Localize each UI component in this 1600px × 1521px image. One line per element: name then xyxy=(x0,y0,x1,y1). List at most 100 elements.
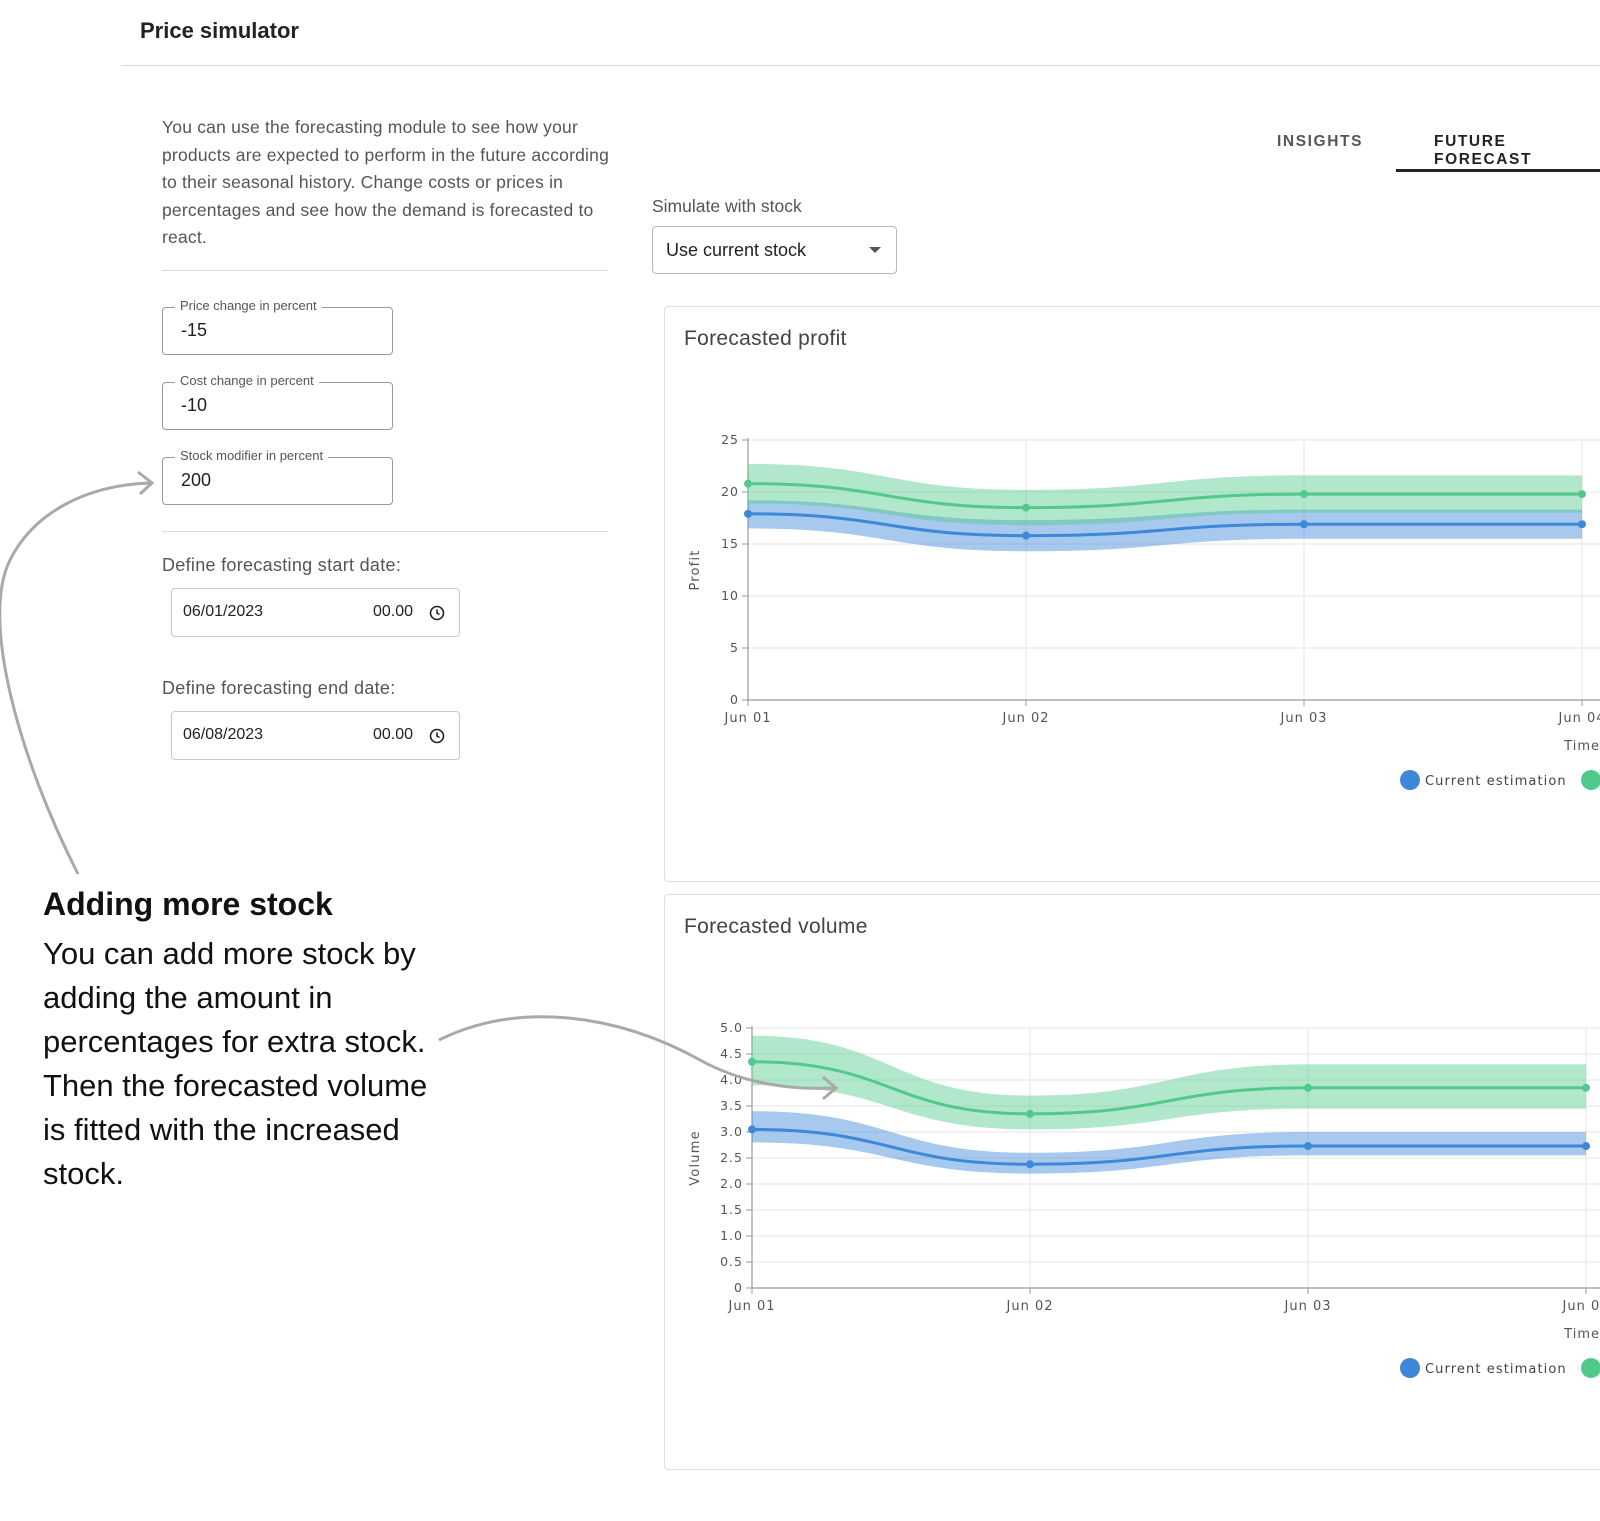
active-tab-indicator xyxy=(1396,169,1600,172)
tab-insights[interactable]: INSIGHTS xyxy=(1277,133,1364,150)
arrowhead xyxy=(137,470,155,496)
y-tick-label: 4.5 xyxy=(720,1046,743,1061)
y-axis-label: Volume xyxy=(688,1130,703,1186)
y-tick-label: 20 xyxy=(721,484,739,499)
series-line xyxy=(751,1060,1586,1116)
end-date-value[interactable]: 06/08/2023 xyxy=(183,726,264,743)
data-point xyxy=(1022,531,1030,540)
cost-change-label: Cost change in percent xyxy=(175,373,319,388)
profit-chart-card: Forecasted profit 0 5 10 15 20 25 Jun 01 Jun 02… xyxy=(664,306,1600,882)
y-tick-label: 3.0 xyxy=(720,1124,743,1139)
legend-label: Current estimation xyxy=(1425,774,1567,789)
chevron-down-icon[interactable] xyxy=(869,247,881,253)
stock-modifier-value[interactable]: 200 xyxy=(181,470,212,490)
y-tick-label: 5 xyxy=(730,640,739,655)
data-point xyxy=(1582,1142,1590,1151)
data-point xyxy=(1304,1083,1312,1092)
price-change-label: Price change in percent xyxy=(175,298,322,313)
y-tick-label: 10 xyxy=(721,588,739,603)
x-tick-label: Jun 04 xyxy=(1562,1299,1600,1314)
volume-chart-card: Forecasted volume 0 0.5 1.0 1.5 2.0 2.5 3.0 3.5… xyxy=(664,894,1600,1470)
data-point xyxy=(1304,1142,1312,1151)
data-point xyxy=(1026,1109,1034,1118)
tab-future-forecast[interactable]: FUTURE FORECAST xyxy=(1434,133,1533,168)
section-divider xyxy=(162,270,608,271)
legend-marker-green xyxy=(1581,770,1600,790)
stock-modifier-label: Stock modifier in percent xyxy=(175,448,329,463)
y-tick-label: 2.5 xyxy=(720,1150,743,1165)
cost-change-value[interactable]: -10 xyxy=(181,395,208,415)
y-tick-label: 4.0 xyxy=(720,1072,743,1087)
start-date-input[interactable]: 06/01/2023 00.00 xyxy=(171,588,460,637)
data-point xyxy=(744,509,752,518)
data-point xyxy=(1300,490,1308,499)
section-divider xyxy=(162,531,608,532)
volume-chart: 0 0.5 1.0 1.5 2.0 2.5 3.0 3.5 4.0 4.5 5.0 Jun 01 Jun… xyxy=(688,1020,1600,1378)
price-change-value[interactable]: -15 xyxy=(181,320,208,340)
data-point xyxy=(1582,1083,1590,1092)
x-tick-label: Jun 02 xyxy=(1002,711,1050,726)
y-tick-label: 25 xyxy=(721,432,739,447)
data-point xyxy=(748,1125,756,1134)
legend-label: Current estimation xyxy=(1425,1362,1567,1377)
y-tick-label: 3.5 xyxy=(720,1098,743,1113)
data-point xyxy=(1022,503,1030,512)
end-time-value[interactable]: 00.00 xyxy=(373,726,414,743)
clock-icon[interactable] xyxy=(429,728,445,744)
annotation-body: You can add more stock by adding the amo… xyxy=(43,936,428,1191)
data-point xyxy=(1300,520,1308,529)
series-line xyxy=(747,482,1582,510)
y-tick-label: 0.5 xyxy=(720,1254,743,1269)
stock-modifier-field[interactable]: Stock modifier in percent 200 xyxy=(162,448,393,505)
confidence-band xyxy=(748,463,1582,526)
x-tick-label: Jun 03 xyxy=(1280,711,1328,726)
x-tick-label: Jun 02 xyxy=(1006,1299,1054,1314)
simulate-label: Simulate with stock xyxy=(652,196,802,216)
stock-select-value: Use current stock xyxy=(666,240,807,260)
stock-select[interactable]: Use current stock xyxy=(652,226,897,274)
y-axis-label: Profit xyxy=(688,549,703,590)
data-point xyxy=(744,479,752,488)
confidence-band xyxy=(752,1035,1586,1130)
start-date-label: Define forecasting start date: xyxy=(162,555,402,575)
header-divider xyxy=(121,65,1600,66)
y-tick-label: 1.0 xyxy=(720,1228,743,1243)
y-tick-label: 0 xyxy=(730,692,739,707)
data-point xyxy=(1578,520,1586,529)
cost-change-field[interactable]: Cost change in percent -10 xyxy=(162,373,393,430)
intro-text: You can use the forecasting module to se… xyxy=(162,117,609,247)
y-tick-label: 5.0 xyxy=(720,1020,743,1035)
chart-title: Forecasted profit xyxy=(684,327,847,350)
y-tick-label: 15 xyxy=(721,536,739,551)
legend-marker-green xyxy=(1581,1358,1600,1378)
series-line xyxy=(751,1127,1586,1166)
annotation-heading: Adding more stock xyxy=(43,886,333,922)
y-tick-label: 2.0 xyxy=(720,1176,743,1191)
start-time-value[interactable]: 00.00 xyxy=(373,603,414,620)
end-date-input[interactable]: 06/08/2023 00.00 xyxy=(171,711,460,760)
start-date-value[interactable]: 06/01/2023 xyxy=(183,603,264,620)
y-tick-label: 1.5 xyxy=(720,1202,743,1217)
data-point xyxy=(1026,1160,1034,1169)
data-point xyxy=(1578,490,1586,499)
series-line xyxy=(747,512,1582,538)
profit-chart: 0 5 10 15 20 25 Jun 01 Jun 02 Jun 03 Jun 04 Profit… xyxy=(688,432,1600,790)
confidence-band xyxy=(748,500,1582,552)
arrow-to-stock-field xyxy=(0,481,151,875)
x-axis-label: Time xyxy=(1563,739,1600,754)
y-tick-label: 0 xyxy=(734,1280,743,1295)
chart-title: Forecasted volume xyxy=(684,915,868,938)
clock-icon[interactable] xyxy=(429,605,445,621)
x-tick-label: Jun 01 xyxy=(728,1299,776,1314)
x-axis-label: Time xyxy=(1563,1327,1600,1342)
legend-marker-blue xyxy=(1400,770,1420,790)
price-change-field[interactable]: Price change in percent -15 xyxy=(162,298,393,355)
x-tick-label: Jun 01 xyxy=(724,711,772,726)
x-tick-label: Jun 04 xyxy=(1558,711,1600,726)
legend-marker-blue xyxy=(1400,1358,1420,1378)
app-title: Price simulator xyxy=(140,18,299,43)
x-tick-label: Jun 03 xyxy=(1284,1299,1332,1314)
end-date-label: Define forecasting end date: xyxy=(162,678,396,698)
confidence-band xyxy=(752,1111,1586,1174)
data-point xyxy=(748,1057,756,1066)
